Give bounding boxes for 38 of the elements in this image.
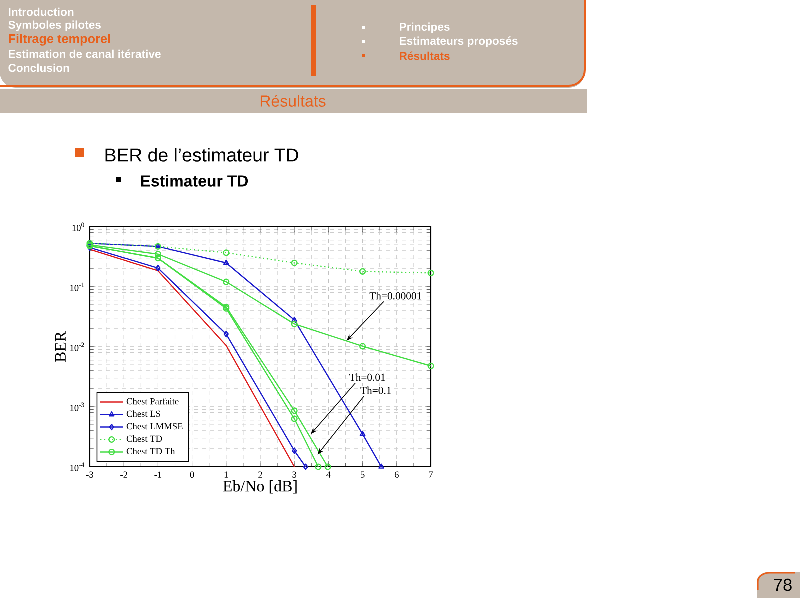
text: Conclusion [8,64,70,72]
y-axis-title: BER [55,331,66,362]
x-tick-label: -1 [154,472,162,478]
x-axis-title: Eb/No [dB] [223,480,297,494]
chart-title: Résultats [260,95,326,107]
legend-label: Chest TD [126,436,162,442]
text: Symboles pilotes [8,20,102,32]
y-tick-label: 10$^{-3}$ [70,402,84,412]
text: Résultats [400,52,450,60]
legend-label: Chest TD Th [126,448,176,455]
x-tick-label: 3 [292,472,297,478]
x-tick-label: 2 [258,472,262,478]
x-tick-label: -3 [86,472,94,478]
text: Estimateur TD [141,175,248,187]
y-tick-label: 10$^{0}$ [72,222,84,232]
chart-subtitle: BER de l’estimateur TD [106,148,298,162]
annotation: Th=0.01 [350,374,386,382]
legend-label: Chest Parfaite [126,398,179,405]
x-tick-label: 0 [190,472,194,478]
x-tick-label: 4 [326,472,331,478]
x-tick-label: 6 [394,472,399,478]
y-tick-label: 10$^{-1}$ [70,282,84,292]
annotation: Th=0.00001 [370,292,422,300]
x-tick-label: 7 [429,472,434,478]
legend-label: Chest LS [126,410,160,418]
text: 78 [774,578,792,592]
text: Estimation de canal itérative [9,50,161,58]
text: Filtrage temporel [9,34,110,46]
text: Principes [400,22,450,34]
text: Introduction [9,8,74,16]
y-tick-label: 10$^{-2}$ [70,342,84,352]
x-tick-label: 5 [361,472,365,478]
y-tick-label: 10$^{-4}$ [70,462,85,472]
x-tick-label: -2 [120,472,128,478]
text: Estimateurs proposés [400,36,518,48]
legend-label: Chest LMMSE [126,423,183,430]
x-tick-label: 1 [224,472,228,478]
annotation: Th=0.1 [360,386,392,394]
